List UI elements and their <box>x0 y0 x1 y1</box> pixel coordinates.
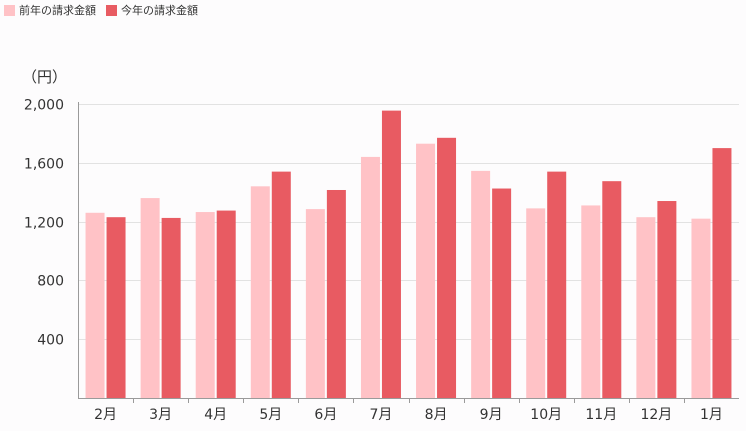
x-tick-label: 11月 <box>585 407 617 423</box>
legend-swatch-current-year <box>106 4 117 16</box>
x-tick-label: 1月 <box>700 407 723 423</box>
x-tick-label: 9月 <box>480 407 503 423</box>
bar-current-year <box>437 137 457 398</box>
bar-previous-year <box>691 218 711 398</box>
legend-item-current-year[interactable]: 今年の請求金額 <box>106 2 198 18</box>
legend-swatch-previous-year <box>4 4 15 16</box>
bar-current-year <box>381 110 401 399</box>
legend-item-previous-year[interactable]: 前年の請求金額 <box>4 2 96 18</box>
x-tick-label: 12月 <box>640 407 672 423</box>
y-tick-label: 1,600 <box>24 157 64 173</box>
bar-current-year <box>161 217 181 398</box>
x-tick-label: 5月 <box>259 407 282 423</box>
x-tick-label: 10月 <box>530 407 562 423</box>
y-tick-label: 2,000 <box>24 98 64 114</box>
legend-label-previous-year: 前年の請求金額 <box>19 4 96 17</box>
bar-current-year <box>712 148 732 398</box>
bar-current-year <box>657 201 677 398</box>
bar-current-year <box>216 210 236 398</box>
bar-previous-year <box>250 186 270 398</box>
bar-current-year <box>547 171 567 398</box>
bar-current-year <box>106 217 126 398</box>
legend-label-current-year: 今年の請求金額 <box>121 4 198 17</box>
bar-previous-year <box>360 156 380 398</box>
bar-previous-year <box>305 209 325 398</box>
y-tick-label: 800 <box>37 274 64 290</box>
bar-previous-year <box>581 205 601 398</box>
bar-previous-year <box>526 208 546 398</box>
x-tick-label: 3月 <box>149 407 172 423</box>
y-tick-label: 1,200 <box>24 216 64 232</box>
bar-current-year <box>271 171 291 398</box>
bar-current-year <box>492 188 512 398</box>
x-tick-label: 4月 <box>204 407 227 423</box>
bar-previous-year <box>471 170 491 398</box>
bar-previous-year <box>140 198 160 398</box>
x-tick-label: 6月 <box>314 407 337 423</box>
bar-previous-year <box>416 143 436 398</box>
bar-previous-year <box>636 217 656 398</box>
bar-previous-year <box>195 212 215 398</box>
bar-current-year <box>602 181 622 398</box>
x-tick-label: 8月 <box>425 407 448 423</box>
bar-previous-year <box>85 212 105 398</box>
bar-current-year <box>326 189 346 398</box>
chart-legend: 前年の請求金額 今年の請求金額 <box>4 2 198 18</box>
x-tick-label: 2月 <box>94 407 117 423</box>
y-axis-unit-label: （円） <box>22 68 68 86</box>
y-tick-label: 400 <box>37 333 64 349</box>
x-tick-label: 7月 <box>369 407 392 423</box>
